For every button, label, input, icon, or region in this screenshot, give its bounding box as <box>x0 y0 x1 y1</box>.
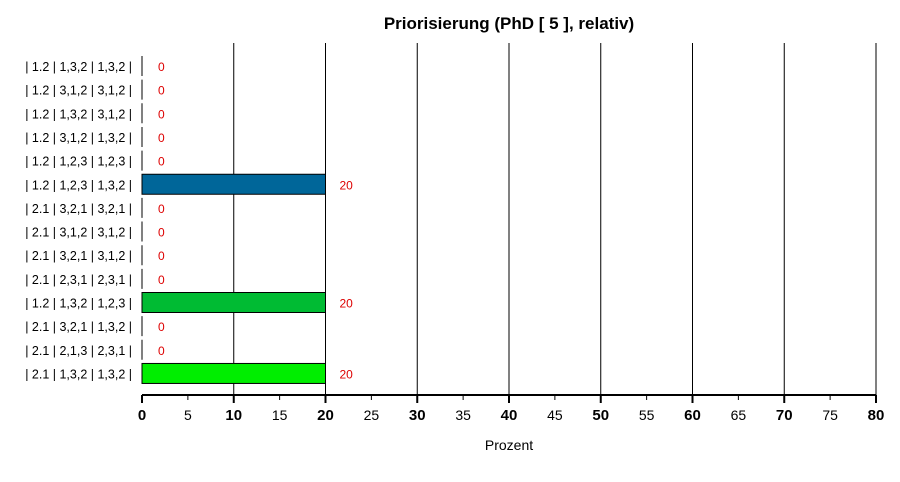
category-label: | 1.2 | 1,3,2 | 3,1,2 | <box>25 107 132 121</box>
value-label: 20 <box>340 297 354 311</box>
x-tick-label: 55 <box>639 407 655 423</box>
x-tick-label: 5 <box>184 407 192 423</box>
x-tick-label: 0 <box>138 407 146 424</box>
x-tick-label: 10 <box>225 407 242 424</box>
x-tick-label: 50 <box>592 407 609 424</box>
x-tick-label: 40 <box>501 407 518 424</box>
category-label: | 2.1 | 1,3,2 | 1,3,2 | <box>25 367 132 381</box>
value-label: 20 <box>340 178 354 192</box>
value-label: 0 <box>158 155 165 169</box>
x-tick-label: 15 <box>272 407 288 423</box>
category-label: | 1.2 | 3,1,2 | 1,3,2 | <box>25 131 132 145</box>
category-label: | 2.1 | 2,1,3 | 2,3,1 | <box>25 344 132 358</box>
category-label: | 1.2 | 3,1,2 | 3,1,2 | <box>25 84 132 98</box>
value-label: 0 <box>158 320 165 334</box>
gridlines <box>233 43 877 395</box>
category-label: | 1.2 | 1,3,2 | 1,2,3 | <box>25 297 132 311</box>
value-label: 0 <box>158 131 165 145</box>
x-tick-label: 70 <box>776 407 793 424</box>
x-tick-label: 30 <box>409 407 426 424</box>
category-label: | 1.2 | 1,2,3 | 1,2,3 | <box>25 155 132 169</box>
x-tick-label: 75 <box>822 407 838 423</box>
value-label: 0 <box>158 202 165 216</box>
value-label: 0 <box>158 226 165 240</box>
x-tick-label: 65 <box>731 407 747 423</box>
bar <box>141 362 326 384</box>
value-label: 0 <box>158 249 165 263</box>
category-labels: | 1.2 | 1,3,2 | 1,3,2 | | 1.2 | 3,1,2 | 3… <box>25 60 132 381</box>
category-label: | 2.1 | 2,3,1 | 2,3,1 | <box>25 273 132 287</box>
value-label: 0 <box>158 344 165 358</box>
bar <box>141 173 326 195</box>
x-tick-label: 35 <box>455 407 471 423</box>
category-label: | 1.2 | 1,2,3 | 1,3,2 | <box>25 178 132 192</box>
value-labels: 0 0 0 0 0 20 0 0 0 0 20 0 0 20 <box>158 60 353 381</box>
x-tick-label: 25 <box>364 407 380 423</box>
x-tick-label: 80 <box>868 407 885 424</box>
bars <box>141 56 326 384</box>
value-label: 0 <box>158 273 165 287</box>
value-label: 0 <box>158 60 165 74</box>
x-tick-label: 45 <box>547 407 563 423</box>
value-label: 0 <box>158 107 165 121</box>
category-label: | 2.1 | 3,2,1 | 3,1,2 | <box>25 249 132 263</box>
category-label: | 2.1 | 3,2,1 | 1,3,2 | <box>25 320 132 334</box>
category-label: | 1.2 | 1,3,2 | 1,3,2 | <box>25 60 132 74</box>
category-label: | 2.1 | 3,1,2 | 3,1,2 | <box>25 226 132 240</box>
chart-title: Priorisierung (PhD [ 5 ], relativ) <box>384 14 634 33</box>
x-axis-title: Prozent <box>485 437 533 453</box>
x-tick-label: 20 <box>317 407 334 424</box>
bar <box>141 292 326 313</box>
value-label: 20 <box>340 367 354 381</box>
category-label: | 2.1 | 3,2,1 | 3,2,1 | <box>25 202 132 216</box>
x-tick-label: 60 <box>684 407 701 424</box>
x-axis: 0 5 10 15 20 25 30 35 40 45 50 55 60 65 70 75 80 <box>138 394 885 424</box>
value-label: 0 <box>158 84 165 98</box>
